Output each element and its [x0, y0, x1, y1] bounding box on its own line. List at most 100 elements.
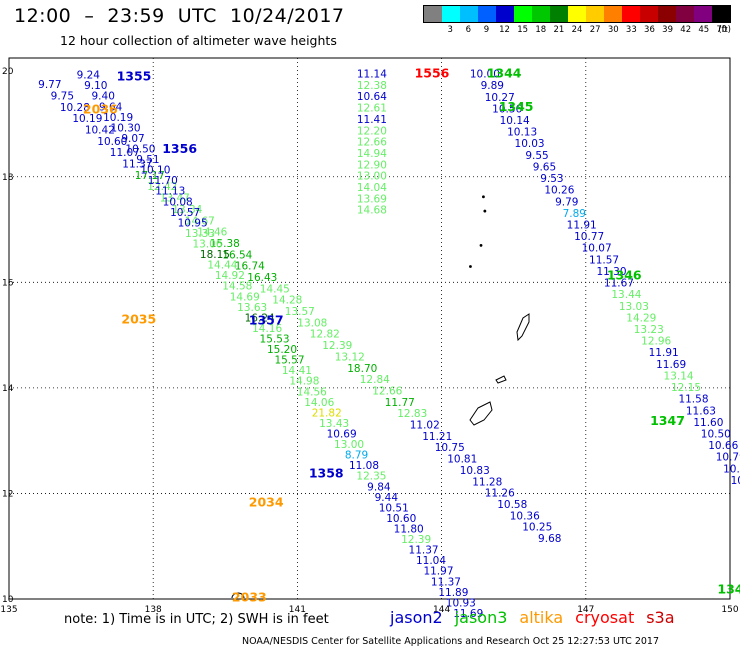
lon-tick-label: 138: [145, 605, 162, 615]
wave-height-value: 12.66: [357, 137, 387, 149]
wave-height-value: 10.75: [435, 442, 465, 454]
wave-height-value: 7.89: [563, 208, 586, 220]
wave-height-value: 14.56: [297, 386, 327, 398]
wave-height-value: 9.68: [538, 533, 561, 545]
legend-tick-label: 24: [571, 25, 583, 35]
legend-swatch: [694, 6, 712, 22]
wave-height-value: 11.02: [410, 420, 440, 432]
island-16-1: [469, 265, 472, 268]
wave-height-value: 10.50: [125, 143, 155, 155]
color-scale-legend: 3 6 9 12 15 18 21 24 27 30 33 36 39 42 45 70 (ft): [423, 5, 731, 37]
wave-height-value: 14.45: [260, 283, 290, 295]
pass-number-label: 1348: [717, 582, 740, 597]
wave-height-value: 13.14: [664, 370, 694, 382]
wave-height-value: 14.94: [357, 148, 387, 160]
lat-tick-label: 14: [2, 384, 14, 394]
wave-height-value: 11.14: [357, 69, 387, 81]
wave-height-value: 11.28: [472, 476, 502, 488]
legend-tick-label: 33: [625, 25, 637, 35]
satellite-label-cryosat: cryosat: [575, 608, 635, 627]
wave-height-value: 12.84: [360, 374, 390, 386]
pass-number-label: 1344: [487, 66, 522, 81]
wave-height-value: 13.08: [297, 317, 327, 329]
wave-height-value: 11.70: [148, 175, 178, 187]
wave-height-value: 9.79: [555, 196, 578, 208]
legend-tick-label: 3: [447, 25, 453, 35]
wave-height-value: 14.16: [252, 323, 282, 335]
wave-height-value: 10.66: [708, 440, 738, 452]
wave-height-value: 8.79: [345, 450, 368, 462]
wave-height-value: 10.03: [515, 138, 545, 150]
wave-height-value: 10.60: [386, 513, 416, 525]
legend-swatch: [442, 6, 460, 22]
wave-height-value: 18.15: [200, 249, 230, 261]
legend-tick-label: 27: [589, 25, 601, 35]
wave-height-value: 10.13: [507, 127, 537, 139]
pass-number-label: 1355: [117, 69, 152, 84]
wave-height-value: 10.77: [574, 231, 604, 243]
pass-number-label: 1346: [607, 268, 642, 283]
island-18-1: [482, 195, 485, 199]
island-18-2: [483, 209, 487, 213]
wave-height-value: 14.29: [626, 312, 656, 324]
wave-height-value: 10.60: [97, 136, 127, 148]
wave-height-value: 9.44: [375, 492, 399, 504]
wave-height-value: 10.42: [85, 124, 115, 136]
wave-height-value: 11.57: [589, 254, 619, 266]
wave-height-value: 15.20: [267, 344, 297, 356]
wave-height-value: 12.66: [372, 385, 402, 397]
yap-island-outline: [231, 592, 245, 599]
wave-height-value: 13.44: [611, 289, 641, 301]
wave-height-value: 10.27: [485, 92, 515, 104]
track-jason3-1344: 10.009.8910.2710.5610.1410.1310.039.559.…: [470, 69, 740, 487]
lat-tick-label: 12: [2, 489, 13, 499]
wave-height-value: 10.25: [522, 522, 552, 534]
wave-height-value: 21.82: [312, 407, 342, 419]
wave-height-value: 10.19: [72, 113, 102, 125]
wave-height-value: 13.47: [160, 193, 190, 205]
pass-number-label: 1358: [309, 466, 344, 481]
wave-height-value: 14.44: [207, 260, 237, 272]
track-jason2-1356: 9.249.109.409.6410.1910.309.0710.509.511…: [77, 70, 484, 620]
footer-note: note: 1) Time is in UTC; 2) SWH is in fe…: [64, 612, 329, 627]
legend-swatch: [460, 6, 478, 22]
wave-height-value: 11.60: [693, 417, 723, 429]
legend-tick-label: 70: [716, 25, 728, 35]
wave-height-value: 9.53: [540, 173, 563, 185]
wave-height-value: 11.67: [604, 278, 634, 290]
wave-height-value: 12.20: [357, 125, 387, 137]
legend-tick-label: 6: [465, 25, 471, 35]
wave-height-value: 9.07: [121, 133, 144, 145]
wave-height-value: 10.58: [497, 499, 527, 511]
page-subtitle: 12 hour collection of altimeter wave hei…: [60, 33, 337, 48]
wave-height-value: 12.39: [322, 340, 352, 352]
wave-height-value: 15.57: [274, 355, 304, 367]
satellite-label-altika: altika: [519, 608, 564, 627]
wave-height-value: 14.41: [282, 365, 312, 377]
legend-tick-label: 45: [698, 25, 710, 35]
pass-number-label: 2033: [232, 590, 267, 605]
legend-swatch: [604, 6, 622, 22]
wave-height-value: 10.28: [60, 102, 90, 114]
legend-swatch: [676, 6, 694, 22]
wave-height-value: 14.04: [357, 182, 387, 194]
wave-height-value: 10.36: [510, 510, 540, 522]
wave-height-value: 11.91: [649, 347, 679, 359]
wave-height-value: 12.96: [641, 336, 671, 348]
lat-tick-label: 18: [2, 173, 14, 183]
legend-swatch: [568, 6, 586, 22]
wave-height-value: 16.54: [222, 249, 252, 261]
pass-number-label: 2035: [121, 311, 156, 326]
wave-height-value: 10.58: [723, 463, 740, 475]
pass-number-label: 2036: [83, 101, 118, 116]
wave-height-value: 12.15: [671, 382, 701, 394]
legend-swatch: [640, 6, 658, 22]
wave-height-value: 11.69: [453, 608, 483, 620]
wave-height-value: 12.39: [401, 534, 431, 546]
track-cryosat-1556: 11.1412.3810.6412.6111.4112.2012.6614.94…: [357, 69, 387, 217]
lon-tick-label: 144: [433, 605, 450, 615]
wave-height-value: 13.23: [634, 324, 664, 336]
pass-number-label: 1347: [650, 413, 685, 428]
wave-height-value: 14.92: [215, 270, 245, 282]
